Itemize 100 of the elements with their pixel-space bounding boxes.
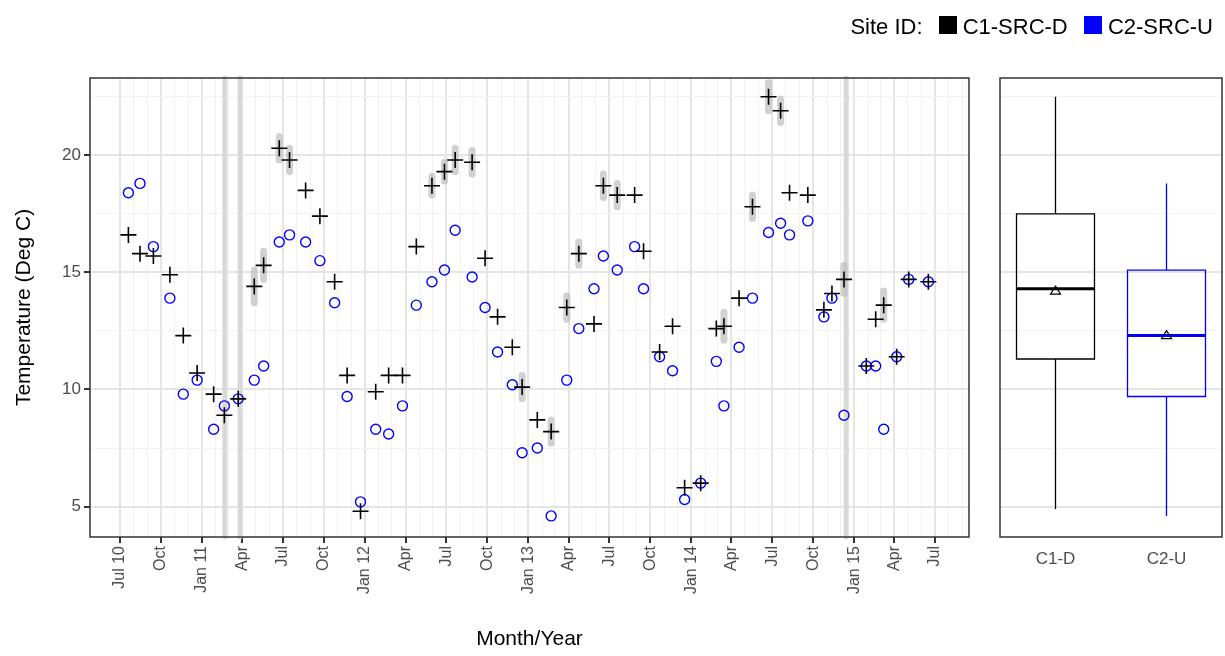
point <box>254 256 273 275</box>
point <box>802 215 814 227</box>
point <box>491 346 504 358</box>
point <box>780 183 799 202</box>
point <box>207 423 220 435</box>
point <box>597 250 610 262</box>
y-tick-label: 15 <box>62 262 81 282</box>
point <box>122 187 135 199</box>
point <box>513 378 531 396</box>
x-tick-label: Jul <box>925 546 943 567</box>
y-tick-label: 20 <box>62 144 81 164</box>
point <box>733 341 745 354</box>
point <box>410 299 423 311</box>
point <box>771 101 790 120</box>
point <box>570 244 588 263</box>
point <box>407 237 426 256</box>
point <box>634 242 653 261</box>
y-tick-label: 10 <box>62 379 81 399</box>
point <box>311 207 329 225</box>
point <box>869 360 882 372</box>
point <box>608 186 627 204</box>
point <box>446 151 464 169</box>
point <box>382 428 395 440</box>
x-tick-label: Apr <box>232 545 250 571</box>
point <box>119 226 138 244</box>
y-axis-title: Temperature (Deg C) <box>11 208 35 407</box>
point <box>435 162 454 181</box>
point <box>919 272 938 291</box>
point <box>710 355 723 368</box>
point <box>675 479 694 497</box>
legend-label: C2-SRC-U <box>1106 14 1213 40</box>
x-tick-label: Oct <box>640 545 658 571</box>
point <box>545 510 557 522</box>
point <box>280 151 299 169</box>
point <box>396 400 409 412</box>
point <box>215 406 234 425</box>
point <box>743 198 762 216</box>
point <box>528 411 547 429</box>
point <box>161 265 179 284</box>
x-tick-label: Apr <box>721 545 739 571</box>
point <box>351 502 370 521</box>
point <box>479 301 491 314</box>
y-tick-label: 5 <box>71 496 81 516</box>
point <box>191 374 203 386</box>
point <box>503 338 522 357</box>
point <box>707 319 726 338</box>
x-tick-label: Apr <box>558 545 576 571</box>
point <box>815 301 833 319</box>
point <box>283 229 296 241</box>
point <box>164 292 176 304</box>
point <box>542 422 560 441</box>
x-tick-label: Jan 13 <box>518 545 536 595</box>
point <box>325 272 344 291</box>
point <box>899 270 918 289</box>
point <box>506 379 518 391</box>
point <box>759 87 778 106</box>
point <box>516 446 528 459</box>
point <box>314 254 326 267</box>
point <box>393 366 412 385</box>
point <box>270 139 289 158</box>
point <box>594 176 613 195</box>
point <box>229 390 248 408</box>
x-tick-label: Oct <box>477 545 495 571</box>
point <box>783 229 796 241</box>
point <box>611 264 623 276</box>
point <box>663 317 682 336</box>
x-tick-label: Oct <box>314 545 332 571</box>
point <box>463 153 481 172</box>
point <box>799 186 817 204</box>
point <box>131 244 149 263</box>
point <box>147 240 160 253</box>
point <box>476 249 494 268</box>
point <box>218 400 231 412</box>
point <box>715 317 733 336</box>
point <box>354 496 367 508</box>
point <box>561 374 573 386</box>
point <box>531 442 543 454</box>
point <box>588 283 600 295</box>
point <box>625 186 644 204</box>
x-tick-label: C2-U <box>1146 548 1187 568</box>
legend-label: C1-SRC-D <box>961 14 1068 40</box>
point <box>823 284 841 303</box>
point <box>650 343 669 361</box>
x-tick-label: Jan 11 <box>192 545 210 593</box>
point <box>257 360 270 372</box>
point <box>746 292 759 304</box>
point <box>174 326 193 345</box>
x-tick-label: Jul 10 <box>110 545 128 589</box>
point <box>628 240 641 253</box>
x-tick-label: Jul <box>436 546 454 567</box>
point <box>922 276 935 288</box>
x-axis-title: Month/Year <box>476 626 583 650</box>
point <box>188 364 206 382</box>
x-tick-label: Jan 14 <box>681 545 699 595</box>
point <box>248 374 260 386</box>
point <box>818 311 830 323</box>
x-tick-label: Jul <box>762 546 780 567</box>
x-tick-label: Jan 12 <box>355 545 373 595</box>
point <box>299 236 312 248</box>
x-tick-label: Apr <box>884 545 902 571</box>
